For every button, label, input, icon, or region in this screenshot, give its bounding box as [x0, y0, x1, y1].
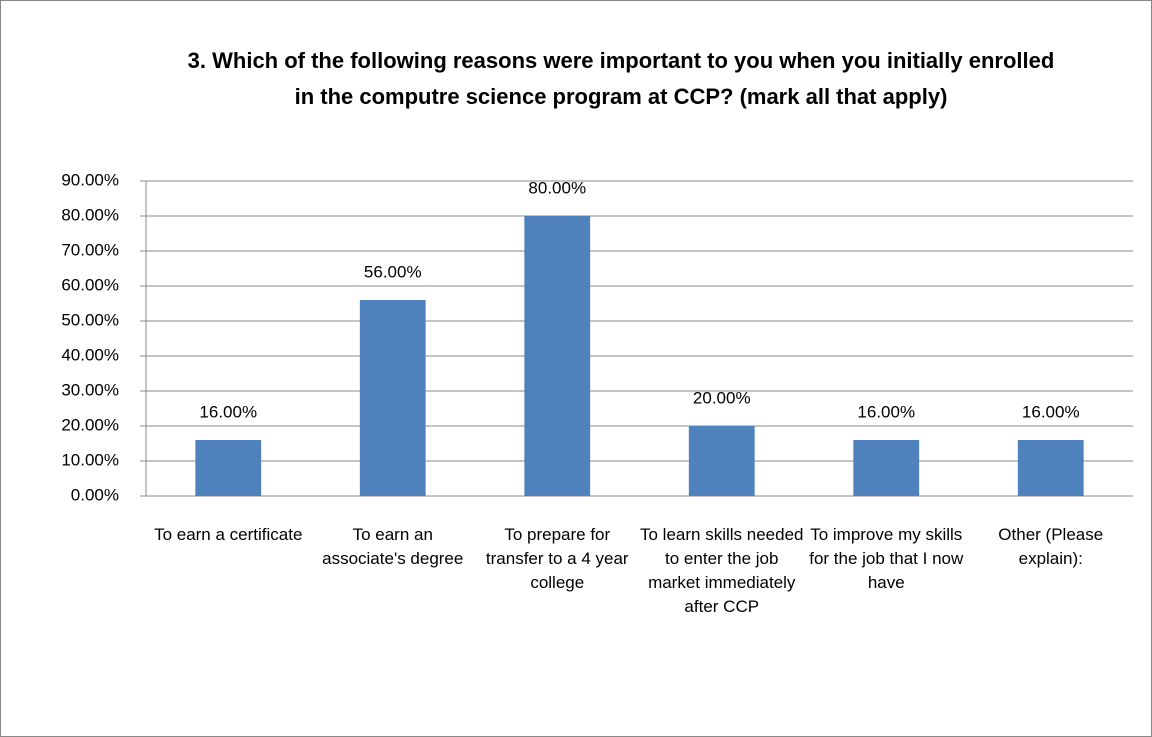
x-tick-label: Other (Please explain):: [998, 525, 1104, 568]
bar: [524, 216, 591, 496]
value-label: 20.00%: [693, 388, 751, 407]
value-label: 56.00%: [364, 262, 422, 281]
x-tick-label: To prepare for transfer to a 4 year coll…: [485, 525, 629, 592]
x-tick-label: To earn a certificate: [154, 525, 303, 544]
y-tick-label: 0.00%: [71, 485, 119, 504]
value-label: 80.00%: [528, 178, 586, 197]
y-tick-label: 10.00%: [61, 450, 119, 469]
y-tick-label: 60.00%: [61, 275, 119, 294]
bar: [688, 426, 755, 496]
x-tick-label: To learn skills needed to enter the job …: [640, 525, 804, 616]
y-tick-label: 20.00%: [61, 415, 119, 434]
x-tick-label: To earn an associate's degree: [322, 525, 464, 568]
bar: [853, 440, 920, 496]
x-tick-label: To improve my skills for the job that I …: [809, 525, 964, 592]
chart-title: 3. Which of the following reasons were i…: [187, 48, 1055, 109]
y-tick-label: 40.00%: [61, 345, 119, 364]
bar: [1017, 440, 1084, 496]
y-tick-label: 50.00%: [61, 310, 119, 329]
bar: [359, 300, 426, 496]
value-label: 16.00%: [199, 402, 257, 421]
y-tick-label: 80.00%: [61, 205, 119, 224]
value-label: 16.00%: [1022, 402, 1080, 421]
y-tick-label: 70.00%: [61, 240, 119, 259]
bar: [195, 440, 262, 496]
y-tick-label: 90.00%: [61, 170, 119, 189]
y-tick-label: 30.00%: [61, 380, 119, 399]
value-label: 16.00%: [857, 402, 915, 421]
